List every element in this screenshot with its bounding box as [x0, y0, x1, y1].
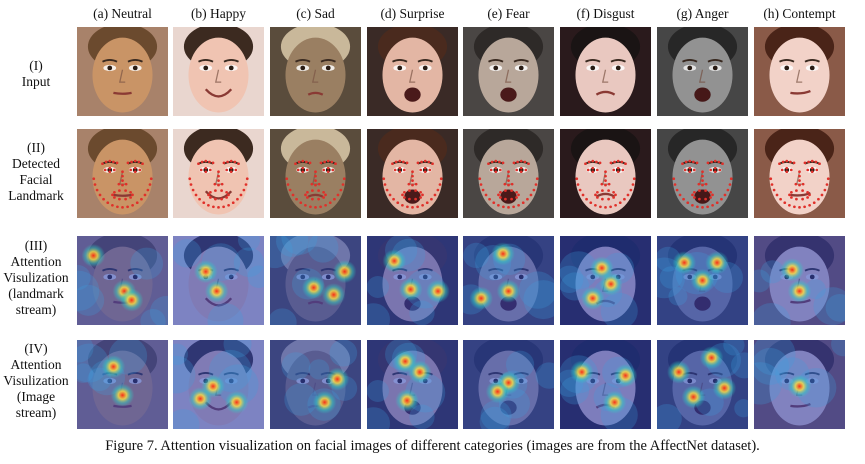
- face-image-graphic: [367, 129, 458, 218]
- column-header: (c) Sad: [296, 6, 335, 21]
- face-image-graphic: [463, 340, 554, 429]
- face-image-landmark: [560, 129, 651, 218]
- face-image-graphic: [367, 27, 458, 116]
- face-image-graphic: [560, 27, 651, 116]
- row-label-line: (I): [29, 58, 43, 73]
- face-image-graphic: [270, 27, 361, 116]
- face-image-graphic: [270, 129, 361, 218]
- row-label: (IV) Attention Visulization (Image stream): [0, 341, 72, 421]
- face-image-graphic: [463, 129, 554, 218]
- face-image-attn_lm: [173, 236, 264, 325]
- face-image-landmark: [754, 129, 845, 218]
- face-image-graphic: [754, 27, 845, 116]
- face-image-landmark: [173, 129, 264, 218]
- face-image-input: [173, 27, 264, 116]
- face-image-graphic: [367, 236, 458, 325]
- figure-caption: Figure 7. Attention visualization on fac…: [105, 438, 760, 454]
- face-image-graphic: [657, 27, 748, 116]
- face-image-attn_img: [657, 340, 748, 429]
- row-label-line: Input: [21, 74, 51, 89]
- face-image-graphic: [754, 340, 845, 429]
- face-image-attn_lm: [560, 236, 651, 325]
- face-image-attn_lm: [657, 236, 748, 325]
- row-label: (I) Input: [0, 58, 72, 90]
- face-image-attn_img: [463, 340, 554, 429]
- face-image-attn_img: [560, 340, 651, 429]
- face-image-graphic: [77, 129, 168, 218]
- face-image-attn_img: [754, 340, 845, 429]
- column-header: (h) Contempt: [763, 6, 836, 21]
- row-label: (II) Detected Facial Landmark: [0, 140, 72, 204]
- face-image-input: [754, 27, 845, 116]
- face-image-graphic: [560, 129, 651, 218]
- face-image-landmark: [77, 129, 168, 218]
- face-image-landmark: [270, 129, 361, 218]
- face-image-input: [77, 27, 168, 116]
- face-image-graphic: [173, 27, 264, 116]
- face-image-attn_lm: [270, 236, 361, 325]
- face-image-graphic: [463, 236, 554, 325]
- column-header: (f) Disgust: [576, 6, 635, 21]
- row-label-line: Visulization: [3, 270, 69, 285]
- row-label-line: Visulization: [3, 373, 69, 388]
- face-image-graphic: [270, 340, 361, 429]
- row-label-line: (II): [27, 140, 45, 155]
- face-image-graphic: [77, 27, 168, 116]
- face-image-graphic: [463, 27, 554, 116]
- row-label: (III) Attention Visulization (landmark strea…: [0, 238, 72, 318]
- row-label-line: Attention: [10, 254, 62, 269]
- row-label-line: Landmark: [8, 188, 64, 203]
- column-header: (b) Happy: [190, 6, 247, 21]
- column-header: (g) Anger: [676, 6, 729, 21]
- row-label-line: (IV): [24, 341, 48, 356]
- row-label-line: (Image: [16, 389, 56, 404]
- row-label-line: (landmark: [8, 286, 64, 301]
- face-image-attn_img: [367, 340, 458, 429]
- face-image-input: [560, 27, 651, 116]
- face-image-landmark: [463, 129, 554, 218]
- face-image-attn_lm: [77, 236, 168, 325]
- face-image-attn_lm: [367, 236, 458, 325]
- face-image-graphic: [367, 340, 458, 429]
- face-image-graphic: [173, 340, 264, 429]
- row-label-line: Attention: [10, 357, 62, 372]
- face-image-attn_lm: [463, 236, 554, 325]
- face-image-graphic: [754, 129, 845, 218]
- row-label-line: Detected: [12, 156, 60, 171]
- row-label-line: Facial: [19, 172, 53, 187]
- face-image-attn_img: [173, 340, 264, 429]
- face-image-attn_lm: [754, 236, 845, 325]
- face-image-graphic: [77, 340, 168, 429]
- face-image-input: [463, 27, 554, 116]
- face-image-input: [270, 27, 361, 116]
- row-label-line: stream): [15, 302, 57, 317]
- face-image-landmark: [367, 129, 458, 218]
- face-image-graphic: [173, 236, 264, 325]
- face-image-attn_img: [77, 340, 168, 429]
- face-image-graphic: [560, 340, 651, 429]
- face-image-graphic: [560, 236, 651, 325]
- face-image-graphic: [77, 236, 168, 325]
- column-header: (d) Surprise: [380, 6, 445, 21]
- face-image-graphic: [657, 340, 748, 429]
- face-image-graphic: [173, 129, 264, 218]
- face-image-graphic: [657, 236, 748, 325]
- face-image-landmark: [657, 129, 748, 218]
- face-image-graphic: [270, 236, 361, 325]
- column-header: (a) Neutral: [93, 6, 152, 21]
- face-image-attn_img: [270, 340, 361, 429]
- face-image-input: [657, 27, 748, 116]
- column-header: (e) Fear: [487, 6, 530, 21]
- face-image-graphic: [657, 129, 748, 218]
- row-label-line: stream): [15, 405, 57, 420]
- face-image-graphic: [754, 236, 845, 325]
- row-label-line: (III): [24, 238, 48, 253]
- face-image-input: [367, 27, 458, 116]
